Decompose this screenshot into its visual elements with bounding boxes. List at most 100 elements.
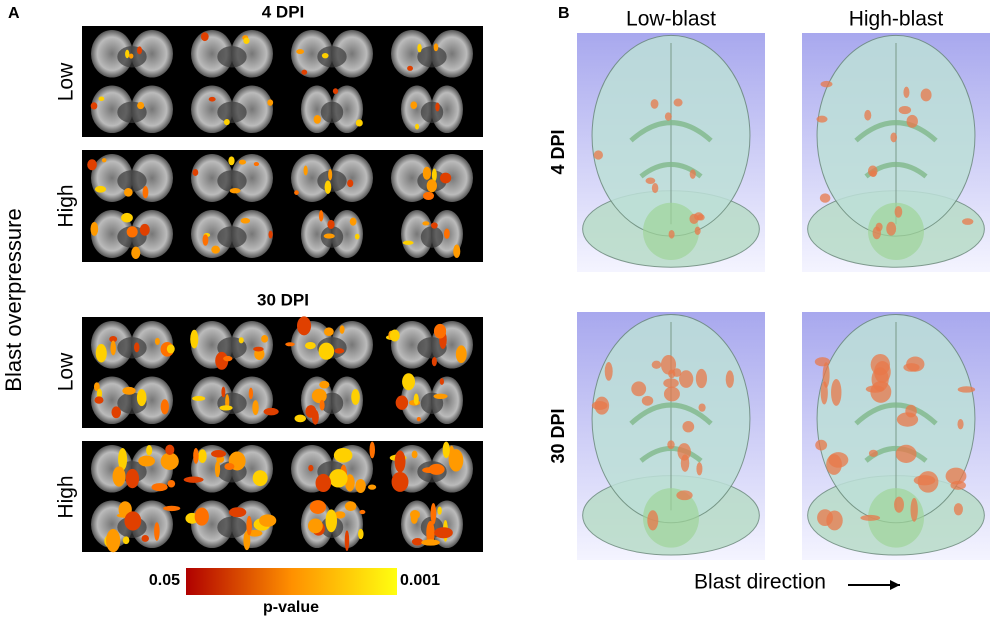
activation <box>434 527 453 539</box>
activation <box>421 539 440 546</box>
activation <box>673 98 683 107</box>
slice <box>131 30 173 78</box>
activation <box>183 476 204 483</box>
activation <box>411 537 423 546</box>
slice <box>401 85 433 133</box>
activation <box>146 445 153 456</box>
slice <box>391 154 433 202</box>
activation <box>118 448 128 471</box>
row-label: Low <box>55 62 78 101</box>
slice <box>131 210 173 258</box>
column-label: High-blast <box>849 8 944 31</box>
activation <box>349 217 357 226</box>
slice <box>431 154 473 202</box>
activation <box>354 233 360 240</box>
activation <box>426 520 435 545</box>
y-axis-label: Blast overpressure <box>1 208 26 391</box>
colorbar-title: p-value <box>263 599 319 616</box>
activation <box>391 471 409 492</box>
slice-core <box>117 170 147 192</box>
activation <box>294 190 299 195</box>
activation <box>426 179 437 193</box>
activation <box>591 401 608 410</box>
activation <box>319 380 330 389</box>
activation <box>109 335 118 343</box>
activation <box>198 449 207 463</box>
activation <box>229 187 241 194</box>
activation <box>430 503 437 525</box>
activation <box>593 150 603 160</box>
activation <box>663 386 680 402</box>
slice <box>301 85 333 133</box>
activation <box>96 388 103 399</box>
activation <box>304 341 316 350</box>
slice <box>331 154 373 202</box>
activation <box>329 469 348 488</box>
activation <box>631 381 647 397</box>
activation <box>154 522 160 541</box>
activation <box>332 88 339 95</box>
activation <box>417 43 422 53</box>
slice-core <box>417 46 447 68</box>
activation <box>820 80 833 88</box>
activation <box>415 123 420 130</box>
colorbar-max: 0.001 <box>400 572 440 589</box>
activation <box>311 388 327 404</box>
brainstem <box>643 488 699 548</box>
activation <box>344 530 350 551</box>
activation <box>369 441 376 459</box>
activation <box>328 168 333 181</box>
activation <box>93 382 100 392</box>
activation <box>167 479 176 488</box>
activation <box>313 114 322 124</box>
activation <box>402 240 414 245</box>
slice-core <box>117 337 147 359</box>
activation <box>886 221 897 236</box>
activation <box>121 212 133 223</box>
activation <box>301 69 308 75</box>
activation <box>224 463 235 470</box>
arrow-head <box>890 580 900 590</box>
activation <box>221 386 226 398</box>
activation <box>917 471 939 493</box>
brainstem <box>868 202 924 261</box>
group-title: 30 DPI <box>257 290 309 309</box>
activation <box>395 395 409 410</box>
slice-core <box>217 46 247 68</box>
row-label: High <box>55 184 78 227</box>
slice-core <box>217 226 247 248</box>
activation <box>334 511 346 519</box>
activation <box>664 112 672 121</box>
activation <box>962 218 974 225</box>
activation <box>351 389 360 405</box>
activation <box>864 109 872 121</box>
colorbar-min: 0.05 <box>149 572 180 589</box>
activation <box>679 370 694 388</box>
slice <box>91 210 133 258</box>
slice <box>391 321 433 369</box>
activation <box>123 187 133 197</box>
activation <box>131 246 141 259</box>
group-title: 4 DPI <box>262 2 305 21</box>
activation <box>136 389 147 407</box>
activation <box>820 381 828 405</box>
activation <box>252 400 259 416</box>
activation <box>151 483 168 492</box>
activation <box>826 454 842 475</box>
brainstem <box>868 488 924 548</box>
activation <box>137 101 145 110</box>
slice <box>231 30 273 78</box>
activation <box>355 119 363 127</box>
slice <box>191 210 233 258</box>
slice <box>301 210 333 258</box>
slice <box>191 30 233 78</box>
activation <box>650 99 659 109</box>
activation <box>112 466 126 487</box>
activation <box>214 461 221 478</box>
activation <box>422 191 435 201</box>
activation <box>208 96 216 102</box>
ventricles <box>854 402 938 463</box>
activation <box>945 467 967 485</box>
activation <box>223 119 230 126</box>
activation <box>318 342 335 360</box>
